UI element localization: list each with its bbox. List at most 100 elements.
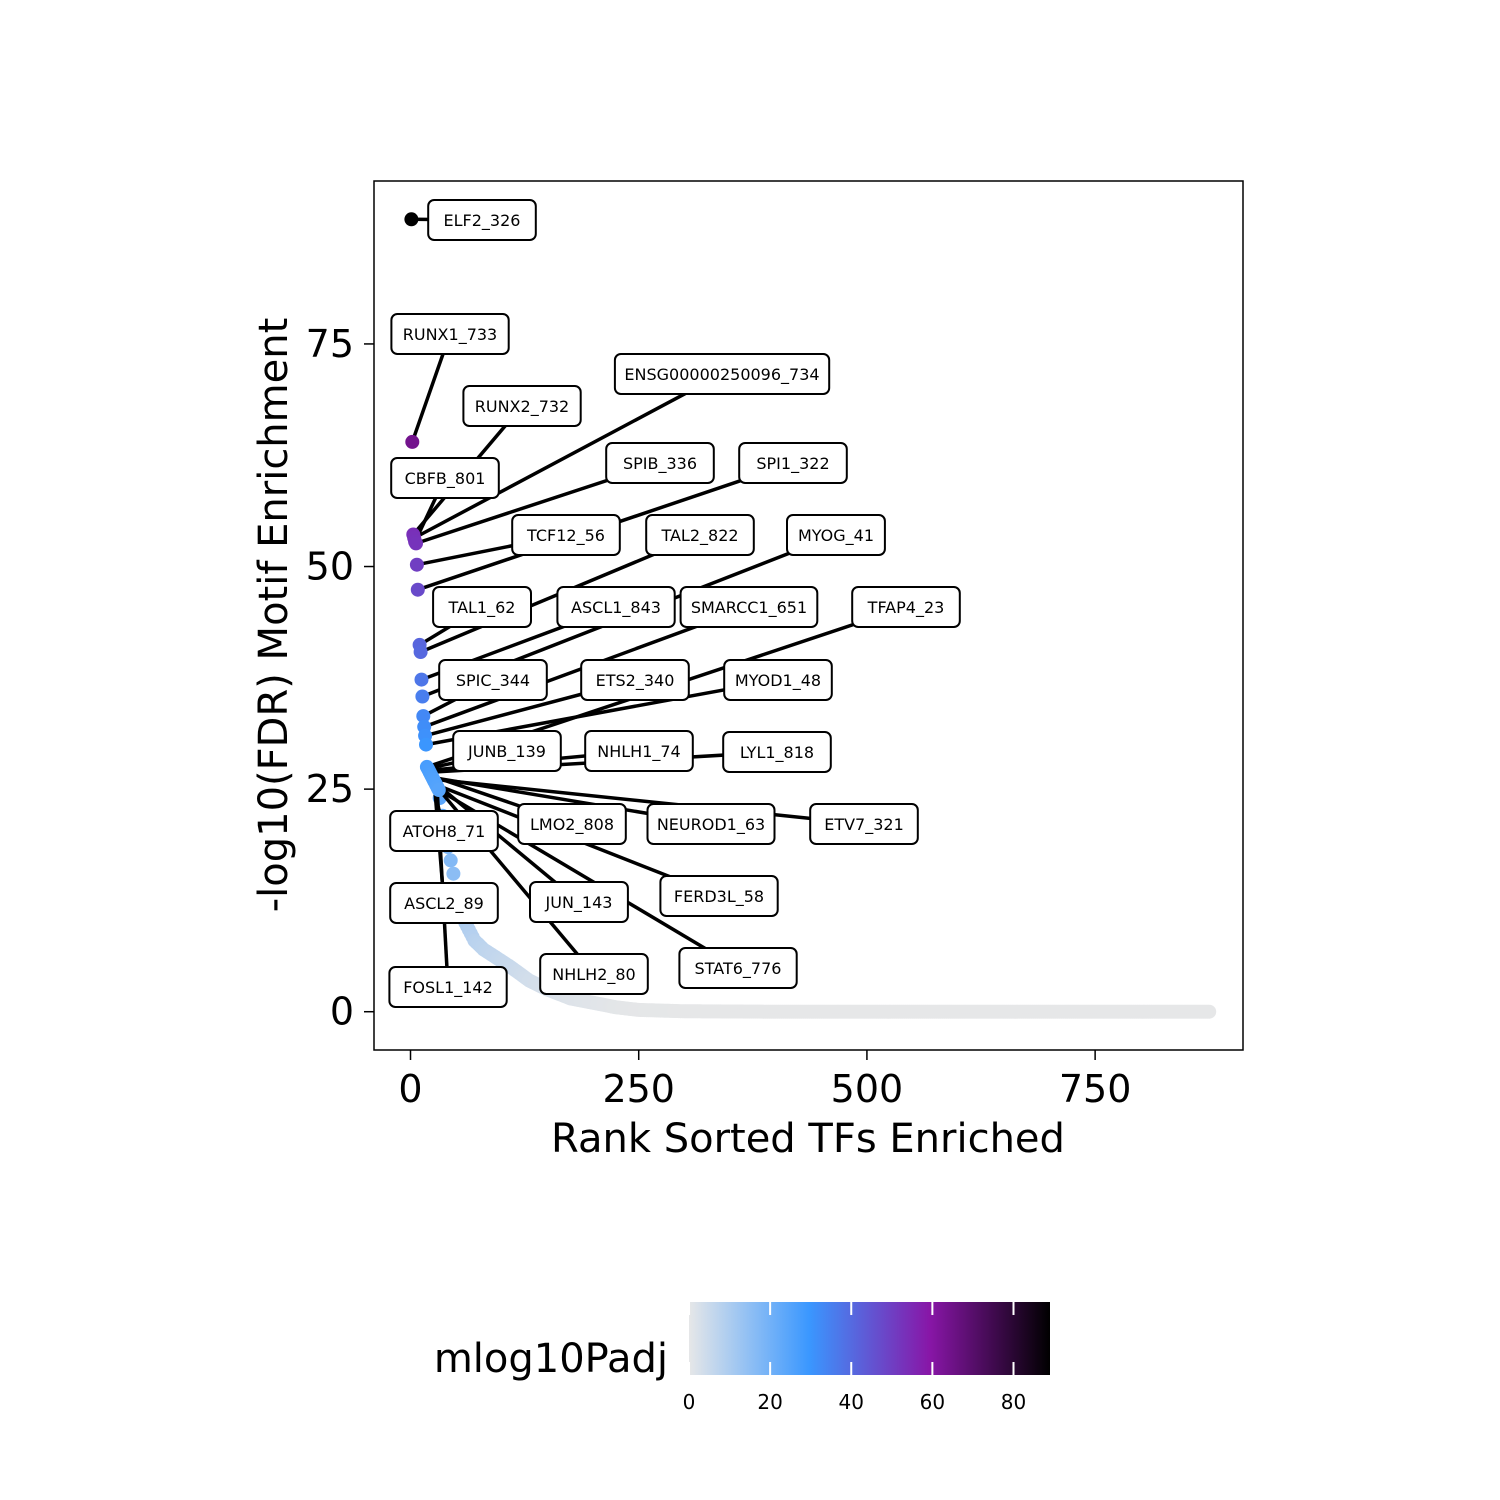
tf-label: MYOD1_48 (735, 671, 821, 691)
label-box (390, 457, 500, 499)
tf-label: FERD3L_58 (674, 887, 764, 907)
data-point (415, 689, 430, 704)
label-box (738, 442, 848, 484)
tf-label: JUNB_139 (467, 742, 546, 762)
label-box (517, 803, 627, 845)
tf-label: NHLH2_80 (552, 965, 635, 985)
label-box (438, 659, 548, 701)
curve-point (443, 853, 458, 868)
tf-label: SPIC_344 (456, 671, 530, 691)
data-point (419, 737, 433, 752)
y-tick-label: 25 (306, 767, 354, 811)
label-box (452, 730, 562, 772)
tf-label: ASCL2_89 (404, 894, 484, 914)
label-box (646, 803, 776, 845)
data-point (414, 672, 429, 687)
label-box (645, 514, 755, 556)
label-box (722, 731, 832, 773)
label-box (511, 514, 621, 556)
label-box (427, 199, 537, 241)
tf-label: JUN_143 (545, 893, 613, 913)
data-point (413, 645, 428, 659)
tf-label: LMO2_808 (530, 815, 614, 835)
label-box (529, 881, 629, 923)
tf-label: TAL1_62 (448, 598, 516, 618)
tf-label: RUNX2_732 (475, 397, 569, 417)
tf-label: STAT6_776 (695, 959, 782, 979)
label-box (389, 882, 499, 924)
label-box (462, 385, 582, 427)
legend-title: mlog10Padj (434, 1336, 668, 1382)
label-box (388, 966, 508, 1008)
label-box (659, 875, 779, 917)
tf-label: CBFB_801 (405, 469, 486, 489)
label-box (389, 810, 499, 852)
tf-label: ELF2_326 (444, 211, 521, 231)
label-box (851, 586, 961, 628)
curve-point (446, 866, 461, 881)
data-point (404, 212, 419, 227)
y-axis-title: -log10(FDR) Motif Enrichment (251, 318, 297, 913)
label-box (580, 659, 690, 701)
data-point (409, 536, 423, 551)
label-box (809, 803, 919, 845)
label-box (613, 353, 831, 395)
label-box (605, 442, 715, 484)
x-tick-label: 250 (602, 1067, 675, 1111)
legend-tick-label: 0 (683, 1390, 696, 1414)
leader-line (413, 372, 723, 540)
data-point (416, 709, 431, 724)
label-box (679, 586, 819, 628)
legend-tick-label: 60 (920, 1390, 945, 1414)
tf-label: TAL2_822 (660, 526, 738, 546)
label-box (539, 953, 649, 995)
label-box (723, 659, 833, 701)
label-box (432, 586, 533, 628)
tf-label: SPIB_336 (623, 454, 697, 474)
tf-label: LYL1_818 (740, 743, 814, 763)
tf-label: FOSL1_142 (403, 978, 493, 998)
data-point (410, 582, 425, 597)
x-tick-label: 500 (831, 1067, 904, 1111)
y-tick-label: 50 (306, 545, 354, 589)
tf-label: ETS2_340 (596, 671, 675, 691)
data-point (431, 783, 446, 797)
tf-label: RUNX1_733 (403, 325, 497, 345)
label-box (678, 947, 798, 989)
data-points (404, 212, 446, 797)
tf-label: ETV7_321 (824, 815, 904, 835)
x-tick-label: 0 (398, 1067, 422, 1111)
color-legend: mlog10Padj 0 20 40 60 80 (434, 1302, 1050, 1414)
x-tick-label: 750 (1059, 1067, 1132, 1111)
tf-label: NEUROD1_63 (657, 815, 765, 835)
axes: 0 250 500 750 0 25 50 75 (306, 322, 1132, 1111)
tf-labels: ELF2_326 RUNX1_733 ENSG00000250096_734 RUNX… (388, 199, 961, 1008)
tf-label: SMARCC1_651 (691, 598, 807, 618)
tf-label: TCF12_56 (526, 526, 605, 546)
tf-label: ENSG00000250096_734 (624, 365, 819, 385)
tf-label: MYOG_41 (798, 526, 874, 546)
rank-curve (432, 791, 1217, 1019)
legend-colorbar (689, 1302, 1050, 1375)
data-point (405, 434, 420, 449)
leader-line (433, 777, 865, 826)
legend-ticks: 0 20 40 60 80 (683, 1302, 1026, 1414)
tf-label: SPI1_322 (756, 454, 829, 474)
plot-panel-border (373, 180, 1244, 1051)
tf-label: ATOH8_71 (403, 822, 486, 842)
tf-label: NHLH1_74 (597, 742, 680, 762)
y-tick-label: 0 (330, 990, 354, 1034)
data-point (409, 557, 424, 572)
x-axis-title: Rank Sorted TFs Enriched (551, 1116, 1065, 1162)
label-box (556, 586, 676, 628)
label-box (786, 514, 886, 556)
legend-tick-label: 20 (757, 1390, 782, 1414)
legend-tick-label: 80 (1001, 1390, 1026, 1414)
tf-label: TFAP4_23 (867, 598, 945, 618)
label-box (584, 730, 694, 772)
y-tick-label: 75 (306, 322, 354, 366)
tf-label: ASCL1_843 (571, 598, 661, 618)
curve-point (1202, 1004, 1217, 1019)
legend-tick-label: 40 (839, 1390, 864, 1414)
